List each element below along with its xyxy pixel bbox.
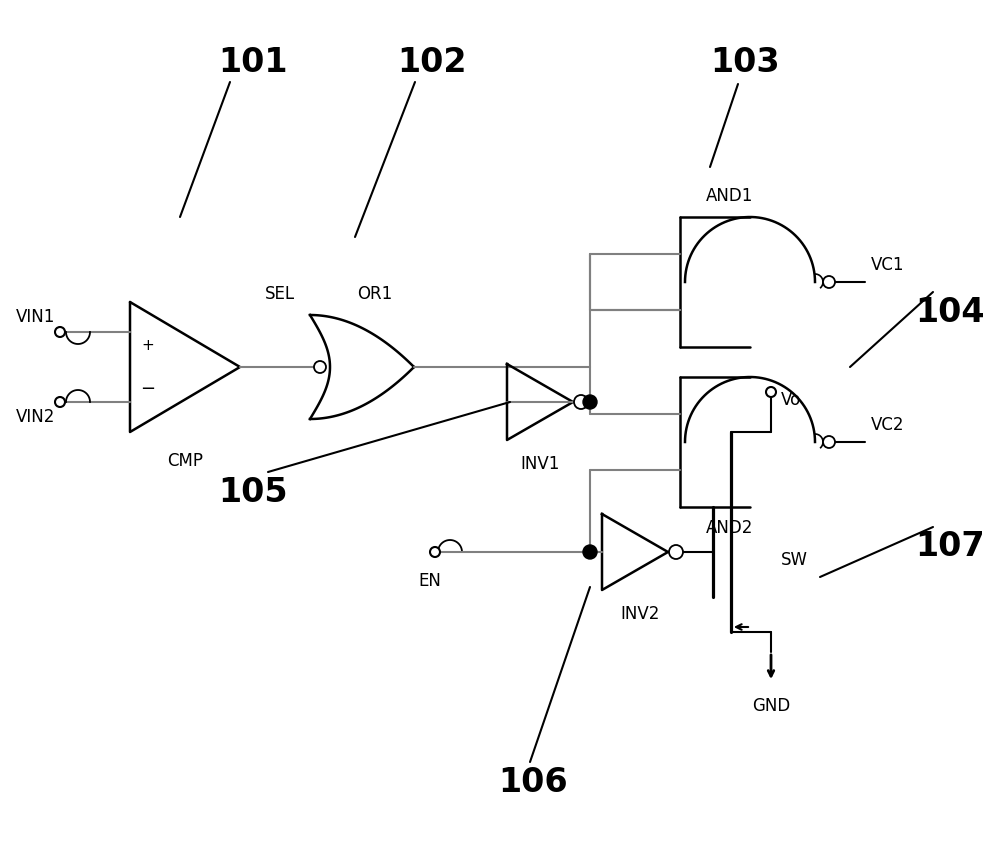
Text: 102: 102 (397, 45, 467, 79)
Text: VIN1: VIN1 (16, 308, 55, 326)
Text: VIN2: VIN2 (16, 408, 55, 426)
Circle shape (574, 395, 588, 409)
Circle shape (314, 361, 326, 373)
Text: GND: GND (752, 697, 790, 715)
Text: SEL: SEL (265, 285, 295, 303)
Text: VC1: VC1 (871, 256, 904, 274)
Text: 107: 107 (915, 530, 985, 564)
Circle shape (823, 276, 835, 288)
Circle shape (55, 397, 65, 407)
Text: VC2: VC2 (871, 416, 904, 434)
Text: CMP: CMP (167, 452, 203, 470)
Text: Vo: Vo (781, 391, 801, 409)
Text: AND2: AND2 (706, 519, 754, 537)
Text: 101: 101 (218, 45, 288, 79)
Circle shape (583, 545, 597, 559)
Text: 103: 103 (710, 45, 780, 79)
Text: 105: 105 (218, 476, 288, 508)
Text: AND1: AND1 (706, 187, 754, 205)
Circle shape (823, 436, 835, 448)
Text: EN: EN (419, 572, 441, 590)
Circle shape (669, 545, 683, 559)
Text: INV1: INV1 (520, 455, 560, 473)
Text: SW: SW (781, 551, 808, 569)
Circle shape (583, 395, 597, 409)
Text: INV2: INV2 (620, 605, 660, 623)
Text: +: + (142, 338, 154, 352)
Text: 106: 106 (498, 765, 568, 799)
Circle shape (766, 387, 776, 397)
Text: −: − (140, 380, 156, 398)
Circle shape (430, 547, 440, 557)
Text: OR1: OR1 (357, 285, 392, 303)
Circle shape (55, 327, 65, 337)
Text: 104: 104 (915, 296, 985, 328)
